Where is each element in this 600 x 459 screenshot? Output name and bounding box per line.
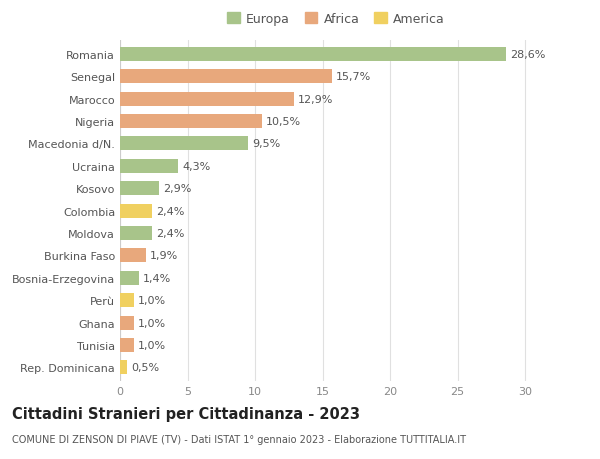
Text: 28,6%: 28,6% (510, 50, 545, 60)
Bar (120, 294, 133, 308)
Bar (120, 316, 133, 330)
Text: 1,0%: 1,0% (137, 318, 166, 328)
Bar (120, 48, 506, 62)
Bar (120, 182, 159, 196)
Bar (120, 204, 152, 218)
Text: 4,3%: 4,3% (182, 162, 211, 172)
Bar (120, 160, 178, 174)
Text: 1,4%: 1,4% (143, 273, 171, 283)
Bar (120, 361, 127, 375)
Bar (120, 137, 248, 151)
Text: 2,4%: 2,4% (157, 229, 185, 239)
Text: Cittadini Stranieri per Cittadinanza - 2023: Cittadini Stranieri per Cittadinanza - 2… (12, 406, 360, 421)
Text: 12,9%: 12,9% (298, 95, 334, 104)
Text: 1,0%: 1,0% (137, 340, 166, 350)
Text: 2,4%: 2,4% (157, 206, 185, 216)
Text: 10,5%: 10,5% (266, 117, 301, 127)
Text: 15,7%: 15,7% (336, 72, 371, 82)
Bar (120, 338, 133, 352)
Text: 2,9%: 2,9% (163, 184, 191, 194)
Bar (120, 92, 294, 106)
Bar (120, 227, 152, 241)
Bar (120, 271, 139, 285)
Text: COMUNE DI ZENSON DI PIAVE (TV) - Dati ISTAT 1° gennaio 2023 - Elaborazione TUTTI: COMUNE DI ZENSON DI PIAVE (TV) - Dati IS… (12, 434, 466, 444)
Bar (120, 249, 146, 263)
Text: 1,9%: 1,9% (150, 251, 178, 261)
Legend: Europa, Africa, America: Europa, Africa, America (224, 10, 448, 28)
Text: 0,5%: 0,5% (131, 363, 159, 373)
Bar (120, 115, 262, 129)
Text: 9,5%: 9,5% (253, 139, 281, 149)
Bar (120, 70, 332, 84)
Text: 1,0%: 1,0% (137, 296, 166, 306)
